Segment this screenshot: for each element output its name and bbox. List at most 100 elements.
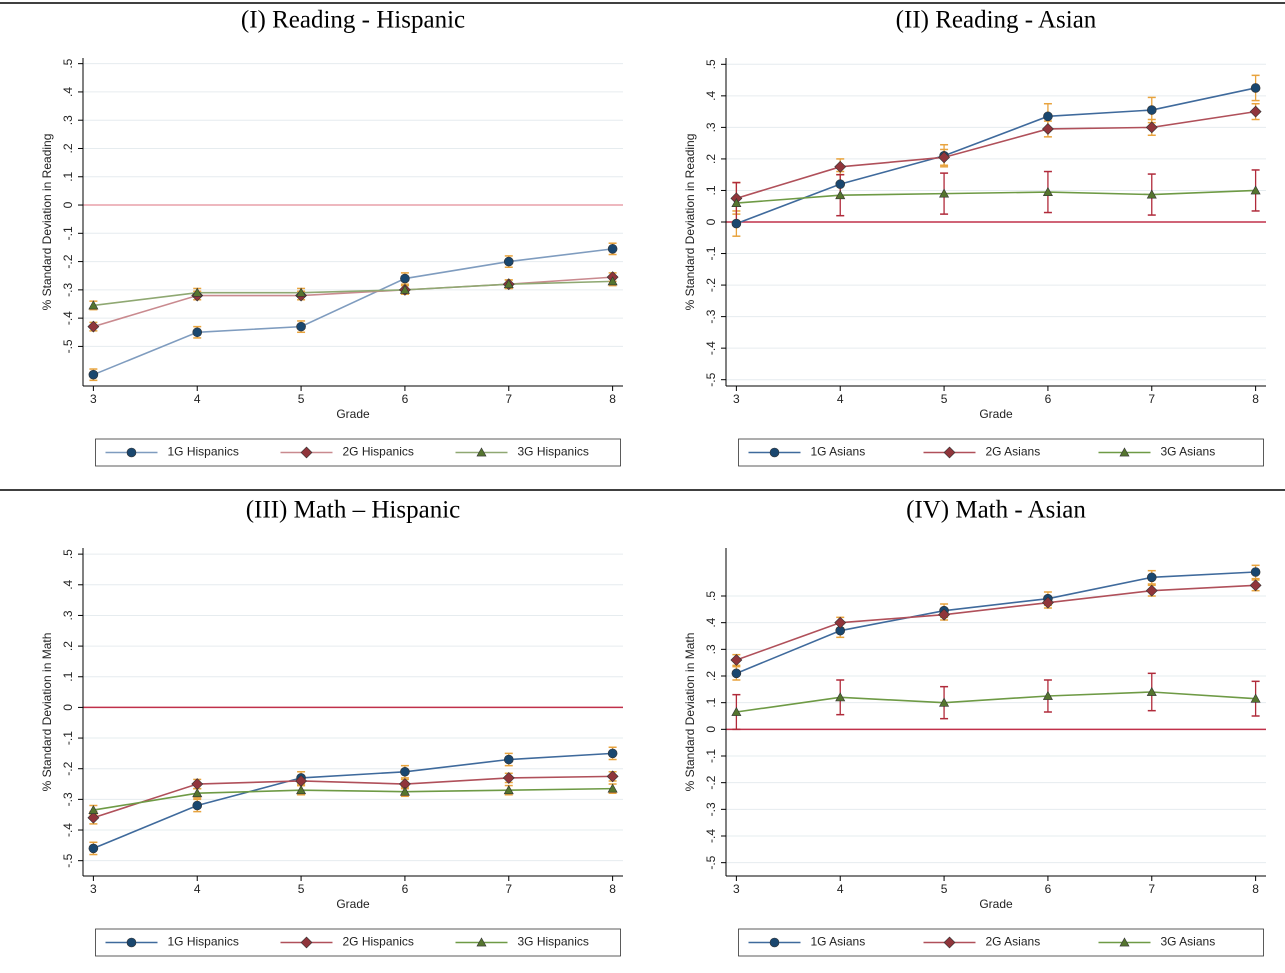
x-tick-label: 4 [837,882,844,896]
marker [126,447,137,458]
marker [476,937,487,947]
marker [1145,584,1158,597]
marker [296,785,307,795]
y-tick-label: -.3 [704,802,718,816]
marker [192,327,203,338]
marker [606,770,619,783]
marker [1250,185,1261,195]
x-tick-label: 7 [505,882,512,896]
y-tick-label: 0 [61,704,75,711]
marker [503,279,514,289]
marker [1041,123,1054,135]
y-tick-label: -.3 [61,283,75,297]
marker [1043,111,1053,122]
y-tick-label: -.3 [704,309,718,323]
y-axis-title: % Standard Deviation in Reading [40,134,54,311]
y-tick-label: .5 [704,591,718,601]
y-tick-label: .4 [61,87,75,97]
y-tick-label: 0 [704,726,718,733]
series-line [736,87,1256,225]
marker [1249,105,1262,118]
marker [399,284,410,294]
chart-panel: (III) Math – Hispanic .5 .4 .3 .2 .1 0 -.1 -.2 -.… [40,497,623,957]
y-tick-label: .5 [61,549,75,559]
x-tick-label: 6 [402,882,409,896]
marker [296,287,307,297]
y-axis-title: % Standard Deviation in Reading [683,134,697,311]
y-tick-label: .5 [704,59,718,69]
legend-label: 1G Asians [811,445,866,459]
y-tick-label: .3 [704,122,718,132]
series-line [93,752,613,850]
x-tick-label: 3 [90,392,97,406]
x-axis-title: Grade [336,407,370,421]
marker [87,320,100,333]
y-tick-label: -.5 [61,853,75,867]
series-line [736,584,1256,661]
legend [738,438,1264,467]
y-tick-label: -.1 [704,749,718,763]
y-tick-label: -.3 [61,792,75,806]
y-tick-label: .4 [704,91,718,101]
marker [938,151,951,164]
marker [296,321,306,332]
marker [88,369,99,380]
marker [835,190,846,200]
marker [400,273,410,284]
y-tick-label: .2 [704,671,718,681]
x-tick-label: 5 [298,882,305,896]
x-tick-label: 6 [402,392,409,406]
y-tick-label: -.2 [61,254,75,268]
marker [87,811,100,824]
x-tick-label: 5 [941,882,948,896]
y-tick-label: -.4 [704,341,718,355]
series-line [93,775,613,819]
marker [1249,579,1262,592]
marker [88,300,99,310]
marker [769,447,780,458]
marker [939,697,950,707]
marker [1250,567,1261,577]
marker [1146,189,1157,199]
x-tick-label: 4 [194,392,201,406]
marker [731,706,742,716]
y-tick-label: 0 [61,201,75,208]
legend [95,438,621,467]
x-tick-label: 3 [733,392,740,406]
marker [607,748,618,759]
marker [503,256,514,267]
legend-label: 1G Hispanics [168,935,239,949]
chart-panel: (I) Reading - Hispanic .5 .4 .3 .2 .1 0 -.1 -.2 -… [40,7,623,467]
marker [1250,83,1261,93]
y-tick-label: -.4 [61,823,75,837]
marker [1146,572,1157,583]
marker [192,800,203,811]
marker [1119,447,1130,457]
y-tick-label: -.2 [61,761,75,775]
panel-title: (III) Math – Hispanic [246,497,461,524]
marker [939,188,950,198]
y-tick-label: .1 [704,697,718,707]
y-tick-label: -.4 [61,311,75,325]
x-tick-label: 8 [609,882,616,896]
marker [943,936,956,949]
x-axis-title: Grade [979,407,1013,421]
x-axis-title: Grade [979,897,1013,911]
y-axis-title: % Standard Deviation in Math [683,633,697,792]
marker [476,447,487,457]
marker [502,771,515,784]
marker [607,783,618,793]
y-tick-label: -.1 [61,226,75,240]
marker [1042,186,1053,196]
marker [503,785,514,795]
x-tick-label: 3 [90,882,97,896]
series-line [736,571,1256,675]
marker [1119,937,1130,947]
y-tick-label: .2 [61,641,75,651]
x-tick-label: 6 [1045,882,1052,896]
x-tick-label: 8 [609,392,616,406]
y-tick-label: .5 [61,58,75,68]
